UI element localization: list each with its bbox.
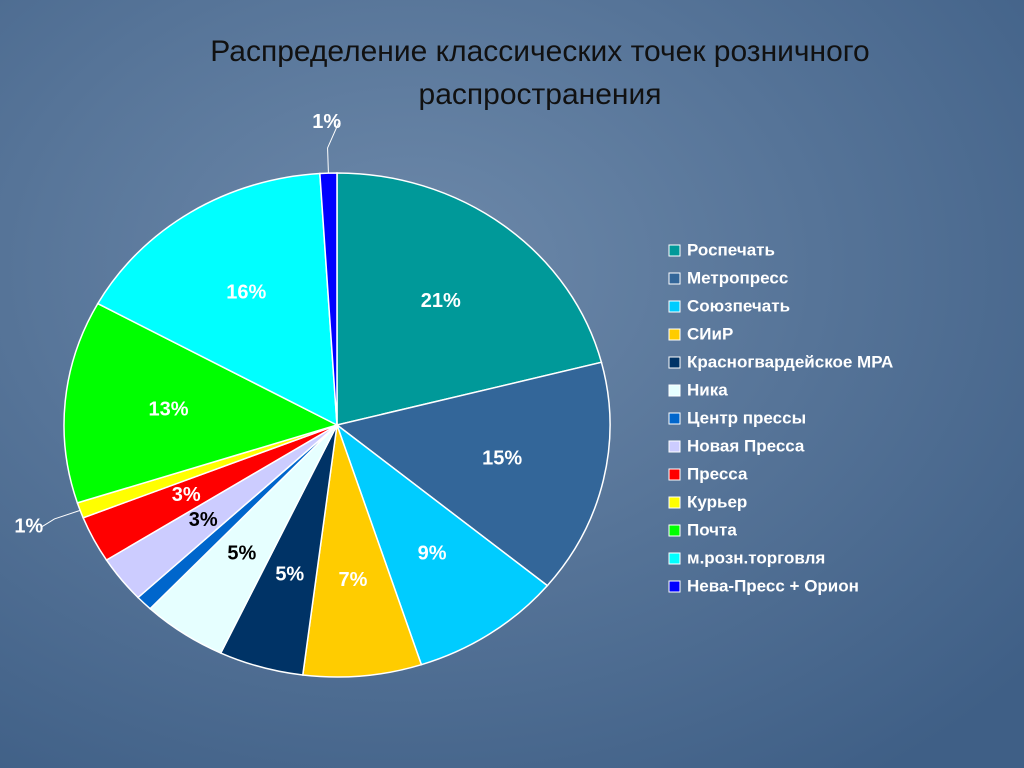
data-label: 21% bbox=[421, 290, 461, 312]
legend-swatch bbox=[668, 272, 681, 285]
data-label: 3% bbox=[172, 484, 201, 506]
title-box: Распределение классических точек розничн… bbox=[210, 35, 870, 111]
legend-swatch bbox=[668, 328, 681, 341]
pie-slice bbox=[301, 424, 423, 678]
legend-label: Ника bbox=[687, 380, 728, 399]
data-label: 7% bbox=[338, 569, 367, 591]
legend-swatch bbox=[668, 524, 681, 537]
data-label: 16% bbox=[226, 281, 266, 303]
legend-swatch bbox=[668, 300, 681, 313]
leader-line bbox=[40, 509, 81, 528]
legend-label: Союзпечать bbox=[687, 296, 790, 315]
legend-label: м.розн.торговля bbox=[687, 548, 825, 567]
legend-swatch bbox=[668, 580, 681, 593]
legend-label: Курьер bbox=[687, 492, 747, 511]
data-label: 1% bbox=[312, 111, 341, 133]
chart-title: Распределение классических точек розничн… bbox=[210, 35, 870, 111]
legend-swatch bbox=[668, 440, 681, 453]
legend-label: Пресса bbox=[687, 464, 748, 483]
pie-slice bbox=[336, 172, 603, 426]
data-label: 9% bbox=[418, 543, 447, 565]
legend-label: Нева-Пресс + Орион bbox=[687, 576, 859, 595]
legend-label: СИиР bbox=[687, 324, 733, 343]
pie-slice bbox=[335, 361, 611, 587]
legend-swatch bbox=[668, 384, 681, 397]
data-label: 1% bbox=[14, 516, 43, 538]
data-label: 5% bbox=[227, 543, 256, 565]
legend-swatch bbox=[668, 552, 681, 565]
legend-label: Почта bbox=[687, 520, 737, 539]
legend-swatch bbox=[668, 244, 681, 257]
legend-label: Центр прессы bbox=[687, 408, 806, 427]
legend-swatch bbox=[668, 412, 681, 425]
legend-label: Метропресс bbox=[687, 268, 788, 287]
legend-swatch bbox=[668, 356, 681, 369]
legend-label: Красногвардейское МРА bbox=[687, 352, 893, 371]
data-label: 15% bbox=[482, 447, 522, 469]
legend-swatch bbox=[668, 468, 681, 481]
data-label: 3% bbox=[189, 509, 218, 531]
data-label: 5% bbox=[275, 563, 304, 585]
data-label: 13% bbox=[148, 399, 188, 421]
legend-swatch bbox=[668, 496, 681, 509]
leader-line bbox=[327, 122, 340, 174]
legend-label: Новая Пресса bbox=[687, 436, 805, 455]
legend-label: Роспечать bbox=[687, 240, 775, 259]
pie-slice bbox=[63, 302, 340, 504]
pie-slice bbox=[335, 422, 549, 666]
pie-slice bbox=[96, 172, 338, 427]
